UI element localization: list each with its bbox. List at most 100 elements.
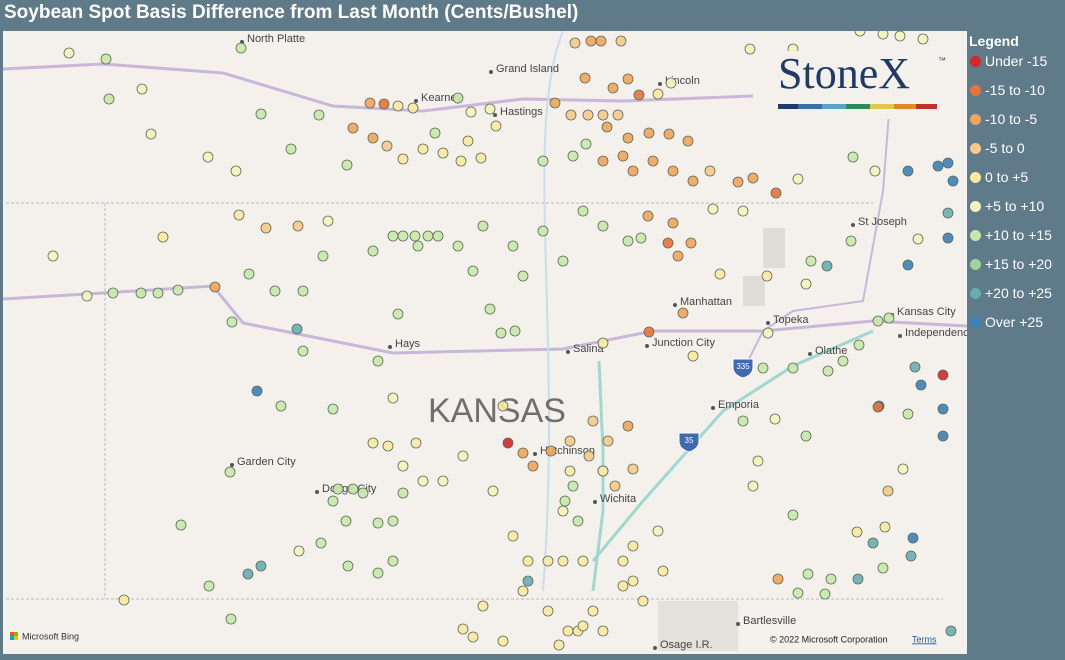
marker [522, 575, 534, 587]
marker [567, 150, 579, 162]
marker [577, 205, 589, 217]
marker [597, 220, 609, 232]
marker [587, 415, 599, 427]
marker [495, 327, 507, 339]
marker [772, 573, 784, 585]
marker [224, 466, 236, 478]
marker [617, 580, 629, 592]
marker [437, 475, 449, 487]
marker [912, 233, 924, 245]
marker [429, 127, 441, 139]
legend-label: -10 to -5 [985, 111, 1038, 127]
marker [821, 260, 833, 272]
place-label: Wichita [600, 493, 637, 505]
marker [47, 250, 59, 262]
marker [340, 515, 352, 527]
marker [507, 240, 519, 252]
marker [879, 521, 891, 533]
highway-label: 35 [685, 436, 694, 445]
marker [622, 73, 634, 85]
marker [627, 463, 639, 475]
marker [877, 562, 889, 574]
logo-text: StoneX [778, 49, 910, 98]
marker [602, 435, 614, 447]
marker [452, 92, 464, 104]
marker [417, 475, 429, 487]
marker [293, 545, 305, 557]
marker [607, 82, 619, 94]
marker [364, 97, 376, 109]
attribution: Microsoft Bing [22, 631, 79, 641]
marker [559, 495, 571, 507]
place-dot [533, 452, 537, 456]
marker [467, 265, 479, 277]
marker [497, 635, 509, 647]
marker [562, 625, 574, 637]
marker [627, 165, 639, 177]
marker [477, 600, 489, 612]
marker [509, 325, 521, 337]
marker [682, 135, 694, 147]
legend-label: -5 to 0 [985, 140, 1025, 156]
place-label: Salina [573, 343, 604, 355]
highway-label: 335 [736, 362, 750, 371]
marker [907, 532, 919, 544]
marker [397, 487, 409, 499]
marker [577, 555, 589, 567]
place-label: Bartlesville [743, 615, 796, 627]
highway-shield [678, 432, 700, 453]
marker [565, 109, 577, 121]
marker [714, 268, 726, 280]
marker [409, 230, 421, 242]
marker [867, 537, 879, 549]
marker [372, 567, 384, 579]
marker [819, 588, 831, 600]
place-label: Emporia [718, 399, 760, 411]
marker [297, 345, 309, 357]
legend-swatch [970, 201, 981, 212]
legend-label: Over +25 [985, 314, 1043, 330]
marker [757, 362, 769, 374]
marker [583, 450, 595, 462]
legend-label: -15 to -10 [985, 82, 1045, 98]
place-label: Osage I.R. [660, 639, 713, 651]
marker [135, 287, 147, 299]
marker [942, 232, 954, 244]
marker [387, 515, 399, 527]
marker [291, 323, 303, 335]
marker [770, 187, 782, 199]
marker [225, 613, 237, 625]
marker [633, 89, 645, 101]
marker [417, 143, 429, 155]
marker [822, 365, 834, 377]
marker [230, 165, 242, 177]
marker [657, 565, 669, 577]
bing: Microsoft Bing [10, 631, 79, 641]
place-label: Grand Island [496, 63, 559, 75]
marker [685, 237, 697, 249]
highway-shield [732, 358, 754, 379]
marker [805, 255, 817, 267]
marker [437, 147, 449, 159]
marker [502, 437, 514, 449]
marker [737, 205, 749, 217]
marker [942, 157, 954, 169]
legend-label: +20 to +25 [985, 285, 1052, 301]
place-dot [593, 500, 597, 504]
place-dot [388, 345, 392, 349]
marker [577, 620, 589, 632]
marker [136, 83, 148, 95]
place-dot [414, 99, 418, 103]
marker [687, 350, 699, 362]
marker [410, 437, 422, 449]
marker [567, 480, 579, 492]
marker [387, 230, 399, 242]
terms-link[interactable]: Terms [912, 634, 937, 644]
marker [947, 175, 959, 187]
marker [327, 403, 339, 415]
place-label: Manhattan [680, 296, 732, 308]
marker [347, 483, 359, 495]
marker [107, 287, 119, 299]
marker [622, 132, 634, 144]
